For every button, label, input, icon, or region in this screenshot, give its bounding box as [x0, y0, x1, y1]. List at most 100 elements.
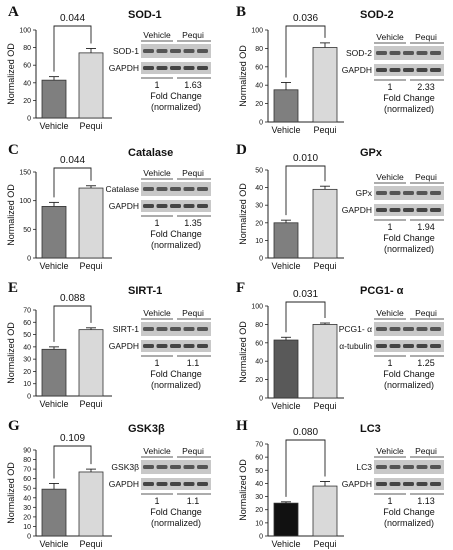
blot-band: [430, 208, 441, 212]
panel-letter: E: [8, 280, 18, 296]
y-tick-label: 0: [27, 534, 31, 541]
blot-group-vehicle: Vehicle: [143, 30, 171, 40]
y-tick-label: 40: [255, 481, 263, 488]
blot-band: [389, 327, 401, 331]
bar-vehicle: [41, 79, 67, 119]
blot-band: [416, 208, 428, 212]
y-tick-label: 0: [259, 396, 263, 403]
y-tick-label: 50: [23, 332, 31, 339]
panel-letter: H: [236, 418, 248, 434]
blot-band: [197, 187, 208, 191]
bar-pequi: [312, 324, 338, 399]
blot-band: [170, 204, 181, 208]
blot-group-vehicle: Vehicle: [376, 446, 404, 456]
blot-band: [376, 191, 387, 195]
blot-group-vehicle: Vehicle: [376, 172, 404, 182]
x-category-label: Vehicle: [39, 121, 68, 131]
y-tick-label: 0: [259, 534, 263, 541]
blot-band: [197, 49, 208, 53]
blot-group-pequi: Pequi: [182, 446, 204, 456]
blot-band: [389, 208, 401, 212]
chart-title: Catalase: [128, 147, 173, 159]
fold-value-vehicle: 1: [154, 80, 159, 90]
bar-vehicle: [41, 488, 67, 537]
blot-loading-label: GAPDH: [342, 479, 372, 489]
significance-bracket: [53, 305, 92, 342]
blot-band: [403, 51, 414, 55]
bar-vehicle: [273, 222, 299, 259]
y-tick-label: 0: [259, 256, 263, 263]
p-value-label: 0.036: [293, 13, 318, 24]
fold-value-pequi: 1.13: [417, 496, 435, 506]
blot-band: [156, 187, 168, 191]
blot-band: [170, 465, 181, 469]
x-category-label: Pequi: [313, 261, 336, 271]
fold-change-sub: (normalized): [151, 380, 201, 390]
p-value-label: 0.088: [60, 293, 85, 304]
blot-band: [197, 204, 208, 208]
blot-band: [183, 66, 195, 70]
y-axis-label: Normalized OD: [238, 45, 248, 107]
y-tick-label: 100: [251, 304, 263, 311]
blot-band: [156, 465, 168, 469]
blot-band: [389, 344, 401, 348]
blot-group-pequi: Pequi: [415, 446, 437, 456]
fold-change-sub: (normalized): [384, 104, 434, 114]
blot-band: [389, 68, 401, 72]
y-tick-label: 10: [255, 520, 263, 527]
blot-protein-label: GSK3β: [111, 462, 139, 472]
y-tick-label: 20: [23, 98, 31, 105]
y-tick-label: 60: [23, 63, 31, 70]
panel-b: B SOD-2 0 20 40 60 80 100 Normalized OD Vehicle Pe…: [236, 4, 444, 135]
blot-band: [389, 191, 401, 195]
fold-value-pequi: 1.63: [184, 80, 202, 90]
fold-value-vehicle: 1: [387, 358, 392, 368]
y-tick-label: 70: [23, 467, 31, 474]
blot-band: [430, 327, 441, 331]
blot-band: [376, 327, 387, 331]
y-tick-label: 20: [23, 369, 31, 376]
fold-change-sub: (normalized): [384, 380, 434, 390]
p-value-label: 0.031: [293, 289, 318, 300]
fold-change-sub: (normalized): [151, 518, 201, 528]
blot-group-pequi: Pequi: [182, 308, 204, 318]
blot-loading-label: GAPDH: [109, 341, 139, 351]
panel-e: E SIRT-1 0 10 20 30 40 50 60 70 Normalized OD Vehic…: [6, 280, 211, 409]
fold-value-vehicle: 1: [387, 82, 392, 92]
blot-band: [197, 482, 208, 486]
y-tick-label: 50: [23, 227, 31, 234]
y-tick-label: 0: [27, 116, 31, 123]
blot-band: [416, 344, 428, 348]
bar-vehicle: [41, 348, 67, 397]
blot-band: [430, 344, 441, 348]
blot-band: [170, 327, 181, 331]
blot-band: [170, 66, 181, 70]
bar-pequi: [78, 329, 104, 397]
blot-band: [430, 465, 441, 469]
blot-band: [143, 327, 154, 331]
blot-band: [389, 51, 401, 55]
blot-band: [156, 327, 168, 331]
significance-bracket: [53, 25, 92, 72]
y-tick-label: 100: [19, 28, 31, 35]
y-tick-label: 40: [23, 80, 31, 87]
y-tick-label: 20: [255, 507, 263, 514]
bar-pequi: [312, 188, 338, 259]
fold-value-vehicle: 1: [387, 222, 392, 232]
blot-band: [376, 482, 387, 486]
blot-band: [430, 191, 441, 195]
blot-band: [156, 482, 168, 486]
y-tick-label: 20: [255, 220, 263, 227]
blot-band: [170, 482, 181, 486]
blot-band: [143, 66, 154, 70]
bar-pequi: [312, 485, 338, 537]
panel-a: A SOD-1 0 20 40 60 80 100 Normalized OD Vehicle Pe…: [6, 4, 211, 131]
blot-band: [170, 344, 181, 348]
bar-pequi: [78, 471, 104, 537]
blot-band: [430, 482, 441, 486]
panel-d: D GPx 0 10 20 30 40 50 Normalized OD Vehicle Pequi…: [236, 142, 444, 271]
